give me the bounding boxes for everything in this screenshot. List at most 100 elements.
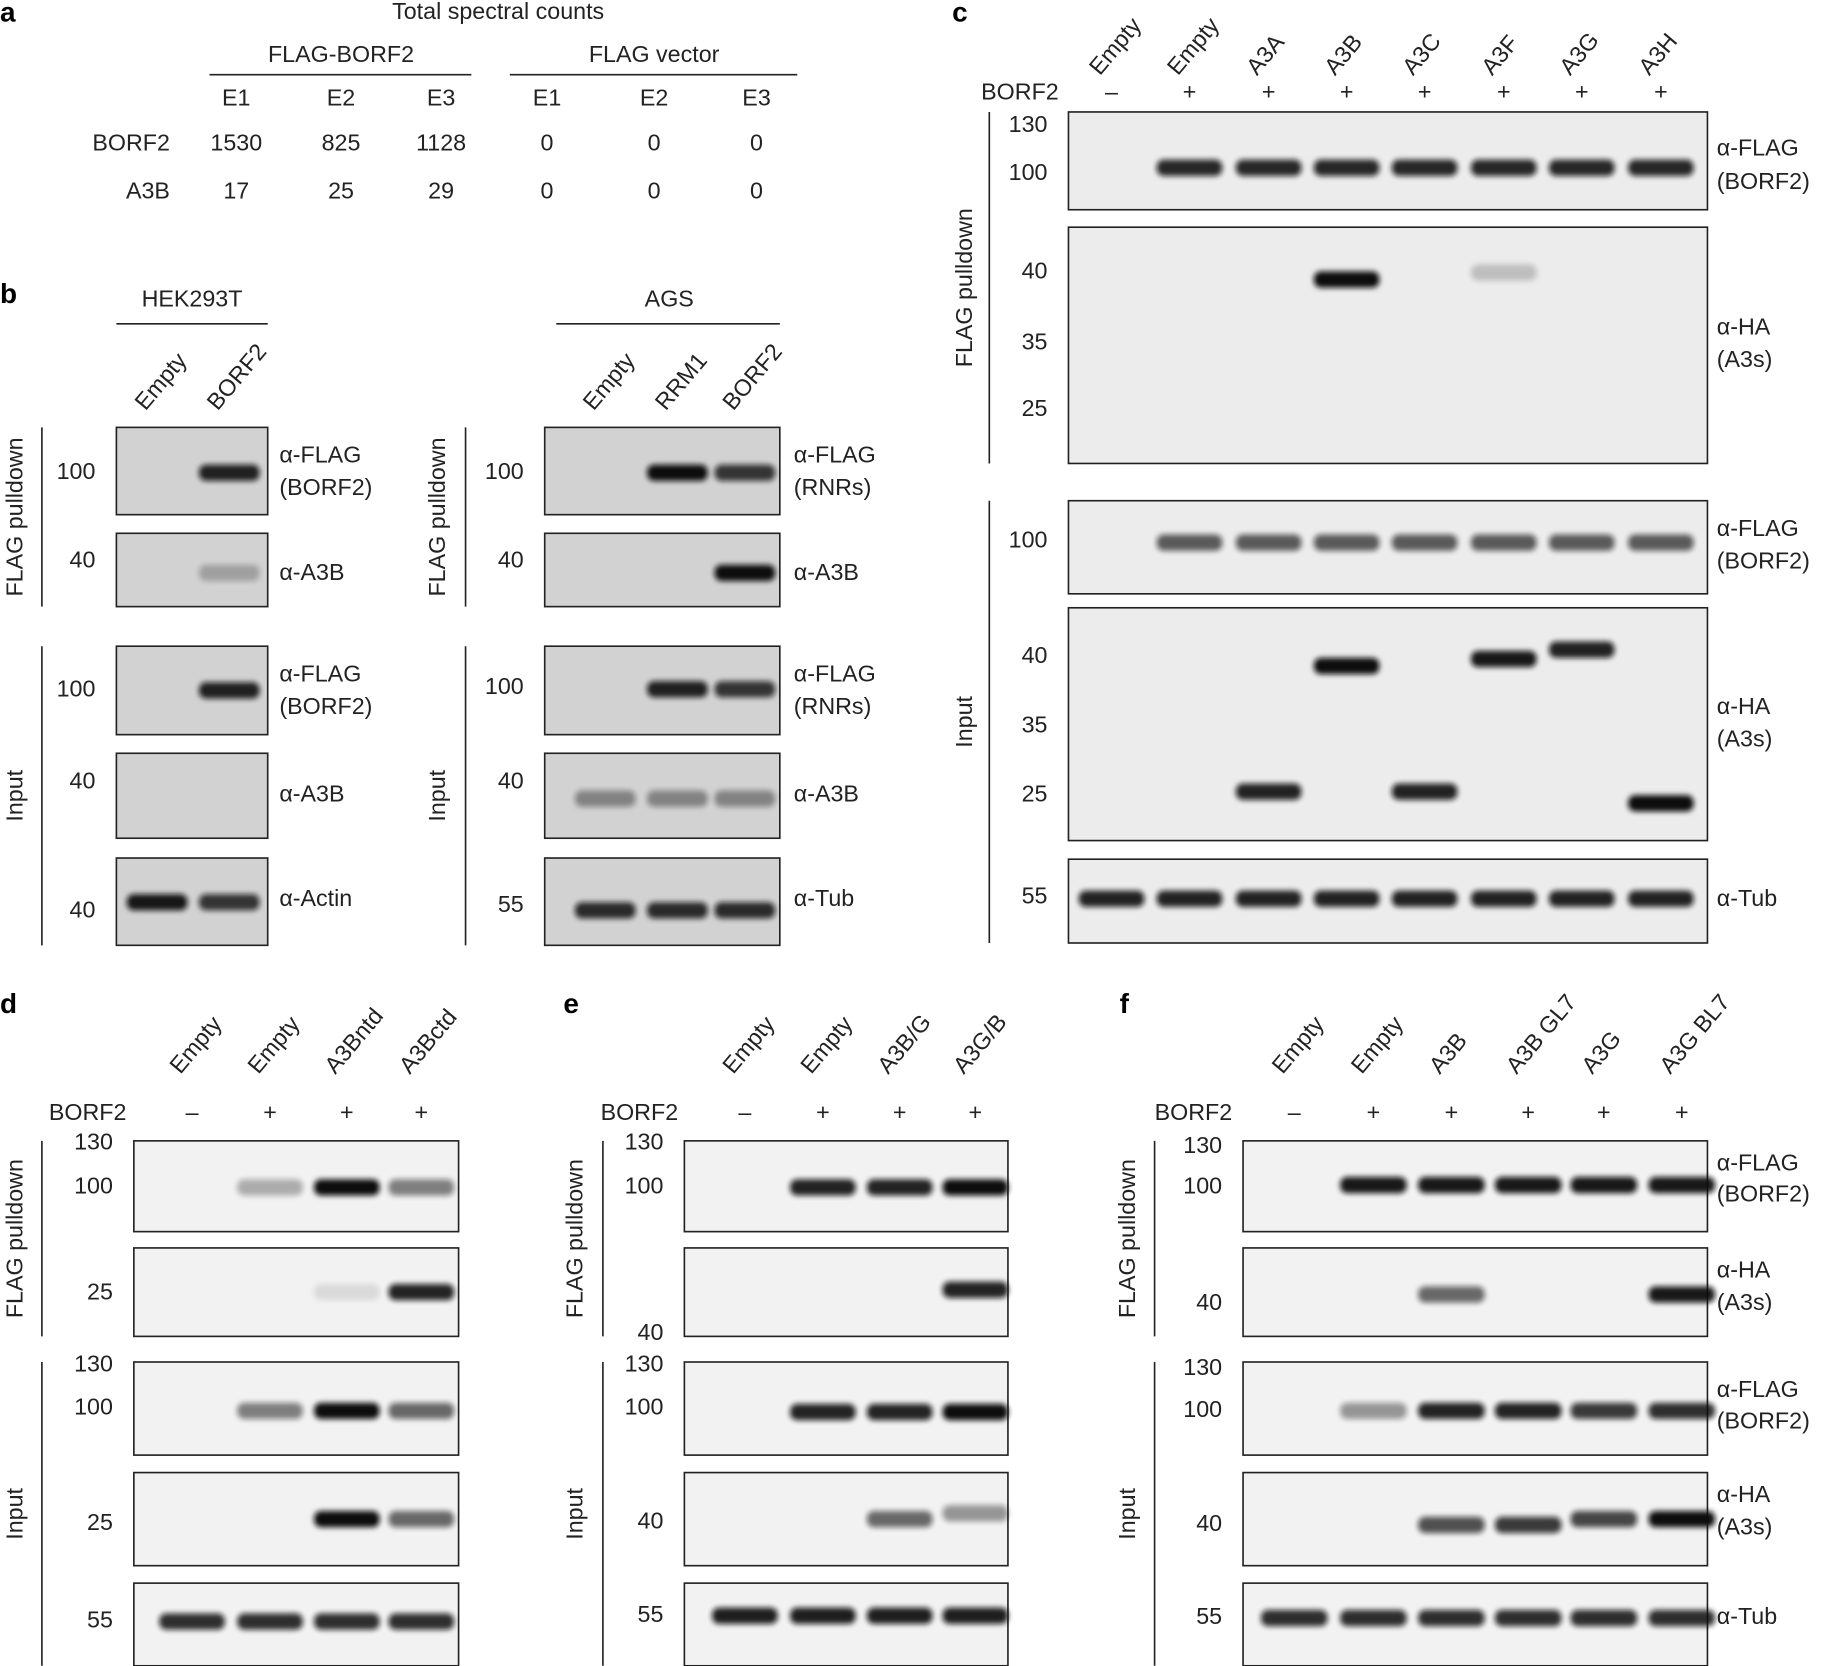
borf2-sign: – (738, 1099, 751, 1125)
borf2-sign: + (969, 1099, 983, 1125)
marker: 100 (57, 458, 96, 484)
band (388, 1402, 455, 1420)
section-label: Input (1, 769, 27, 821)
band (1235, 159, 1302, 176)
cell: 25 (328, 177, 354, 203)
antibody-label: α-A3B (279, 559, 344, 585)
panel-label: c (952, 0, 968, 28)
band (314, 1613, 380, 1630)
band (790, 1179, 856, 1196)
band (1471, 159, 1537, 176)
antibody-label: (RNRs) (794, 693, 872, 719)
section-label: Input (424, 769, 450, 821)
marker: 35 (1022, 329, 1048, 355)
borf2-sign: + (1654, 78, 1668, 104)
marker: 55 (1022, 883, 1048, 909)
band (1648, 1609, 1716, 1627)
column-header: E1 (222, 84, 250, 110)
table-title: Total spectral counts (392, 0, 604, 24)
band (237, 1402, 303, 1420)
borf2-sign: + (340, 1099, 354, 1125)
lane-label: A3B (1319, 29, 1367, 79)
borf2-sign: + (1418, 78, 1432, 104)
band (1313, 271, 1380, 288)
borf2-sign: + (1575, 78, 1589, 104)
band (1156, 890, 1223, 907)
antibody-label: (BORF2) (1717, 1408, 1810, 1434)
borf2-sign: + (263, 1099, 277, 1125)
antibody-label: α-Tub (794, 885, 854, 911)
band (1418, 1609, 1485, 1627)
lane-label: A3F (1476, 30, 1523, 79)
row-label: A3B (126, 177, 170, 203)
lane-label: Empty (1084, 12, 1147, 80)
band (1494, 1402, 1562, 1420)
band (942, 1505, 1009, 1522)
band (1628, 534, 1694, 551)
panel-label: a (0, 0, 16, 28)
lane-label: Empty (795, 1011, 858, 1079)
marker: 130 (1183, 1354, 1222, 1380)
band (126, 894, 188, 911)
band (1340, 1609, 1407, 1627)
antibody-label: α-Actin (279, 885, 352, 911)
band (1570, 1176, 1638, 1194)
column-header: E1 (533, 84, 561, 110)
lane-label: A3B (1424, 1028, 1472, 1078)
section-label: FLAG pulldown (561, 1159, 587, 1318)
band (1494, 1609, 1562, 1627)
lane-label: A3G (1576, 1026, 1626, 1078)
borf2-label: BORF2 (601, 1099, 679, 1125)
marker: 100 (1009, 527, 1048, 553)
marker: 40 (70, 546, 96, 572)
panel-label: b (0, 278, 17, 309)
cell: 0 (750, 177, 763, 203)
marker: 100 (485, 673, 524, 699)
antibody-label: α-A3B (794, 559, 859, 585)
antibody-label: (A3s) (1717, 1514, 1773, 1540)
band (790, 1607, 856, 1624)
section-label: Input (951, 695, 977, 747)
band (1471, 890, 1537, 907)
group-header: FLAG vector (589, 41, 720, 67)
band (1628, 159, 1694, 176)
antibody-label: α-FLAG (1717, 1376, 1799, 1402)
marker: 100 (625, 1173, 664, 1199)
band (942, 1607, 1009, 1624)
antibody-label: α-HA (1717, 693, 1771, 719)
antibody-label: (BORF2) (279, 474, 372, 500)
borf2-sign: + (816, 1099, 830, 1125)
lane-label: A3B GL7 (1501, 989, 1582, 1078)
borf2-sign: + (1262, 78, 1276, 104)
band (1313, 890, 1380, 907)
band (1494, 1516, 1562, 1534)
band (314, 1284, 380, 1301)
lane-label: A3G/B (948, 1009, 1012, 1078)
antibody-label: α-A3B (794, 780, 859, 806)
lane-label: Empty (164, 1011, 227, 1079)
borf2-sign: + (1521, 1099, 1535, 1125)
cell: 1128 (416, 130, 466, 156)
marker: 25 (1022, 395, 1048, 421)
marker: 40 (70, 768, 96, 794)
lane-label: A3C (1397, 28, 1446, 79)
band (866, 1403, 933, 1421)
band (1235, 534, 1302, 551)
antibody-label: (A3s) (1717, 1289, 1773, 1315)
marker: 100 (625, 1394, 664, 1420)
antibody-label: α-FLAG (794, 442, 876, 468)
band (198, 894, 260, 911)
marker: 130 (74, 1351, 113, 1377)
antibody-label: α-HA (1717, 314, 1771, 340)
antibody-label: α-Tub (1717, 885, 1777, 911)
cell: 0 (750, 130, 763, 156)
cell: 825 (322, 130, 361, 156)
section-label: Input (1, 1487, 27, 1539)
band (198, 564, 260, 582)
band (942, 1179, 1009, 1196)
blot (115, 752, 269, 840)
marker: 25 (87, 1278, 113, 1304)
antibody-label: (BORF2) (1717, 168, 1810, 194)
blot (1067, 226, 1709, 465)
antibody-label: (BORF2) (1717, 1181, 1810, 1207)
